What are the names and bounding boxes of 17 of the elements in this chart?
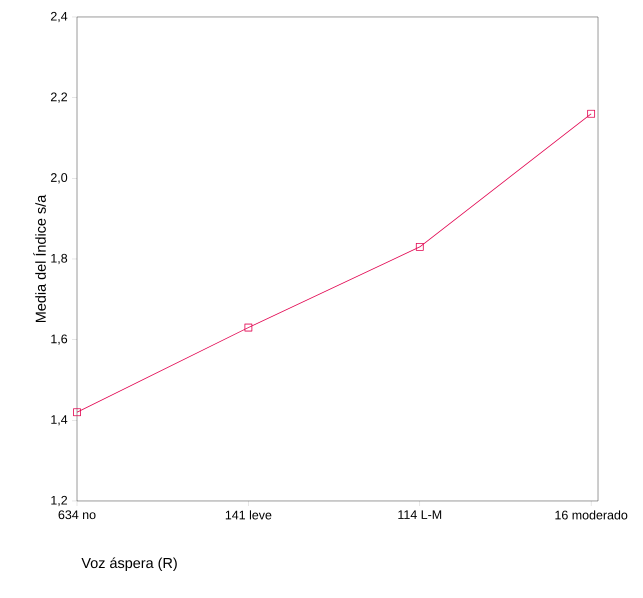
point (244, 324, 252, 332)
x-tick-label: 16 moderado (555, 510, 628, 520)
y-tick-label: 2,0 (50, 173, 68, 184)
point (73, 408, 81, 416)
y-tick-label: 1,6 (51, 334, 68, 345)
y-axis-title: Media del Índice s/a (33, 194, 46, 322)
y-tick-label: 2,2 (50, 92, 68, 103)
x-tick-label: 634 no (58, 510, 96, 520)
point (416, 242, 424, 251)
y-tick-label: 2,4 (50, 12, 68, 22)
y-tick-label: 1,4 (51, 415, 68, 426)
y-tick-label: 1,2 (51, 496, 68, 506)
x-tick-label: 141 leve (226, 510, 272, 520)
y-tick-label: 1,8 (51, 254, 68, 264)
x-axis-title: Voz áspera (R) (81, 557, 177, 571)
point (587, 110, 596, 118)
x-tick-label: 114 L-M (398, 510, 442, 519)
